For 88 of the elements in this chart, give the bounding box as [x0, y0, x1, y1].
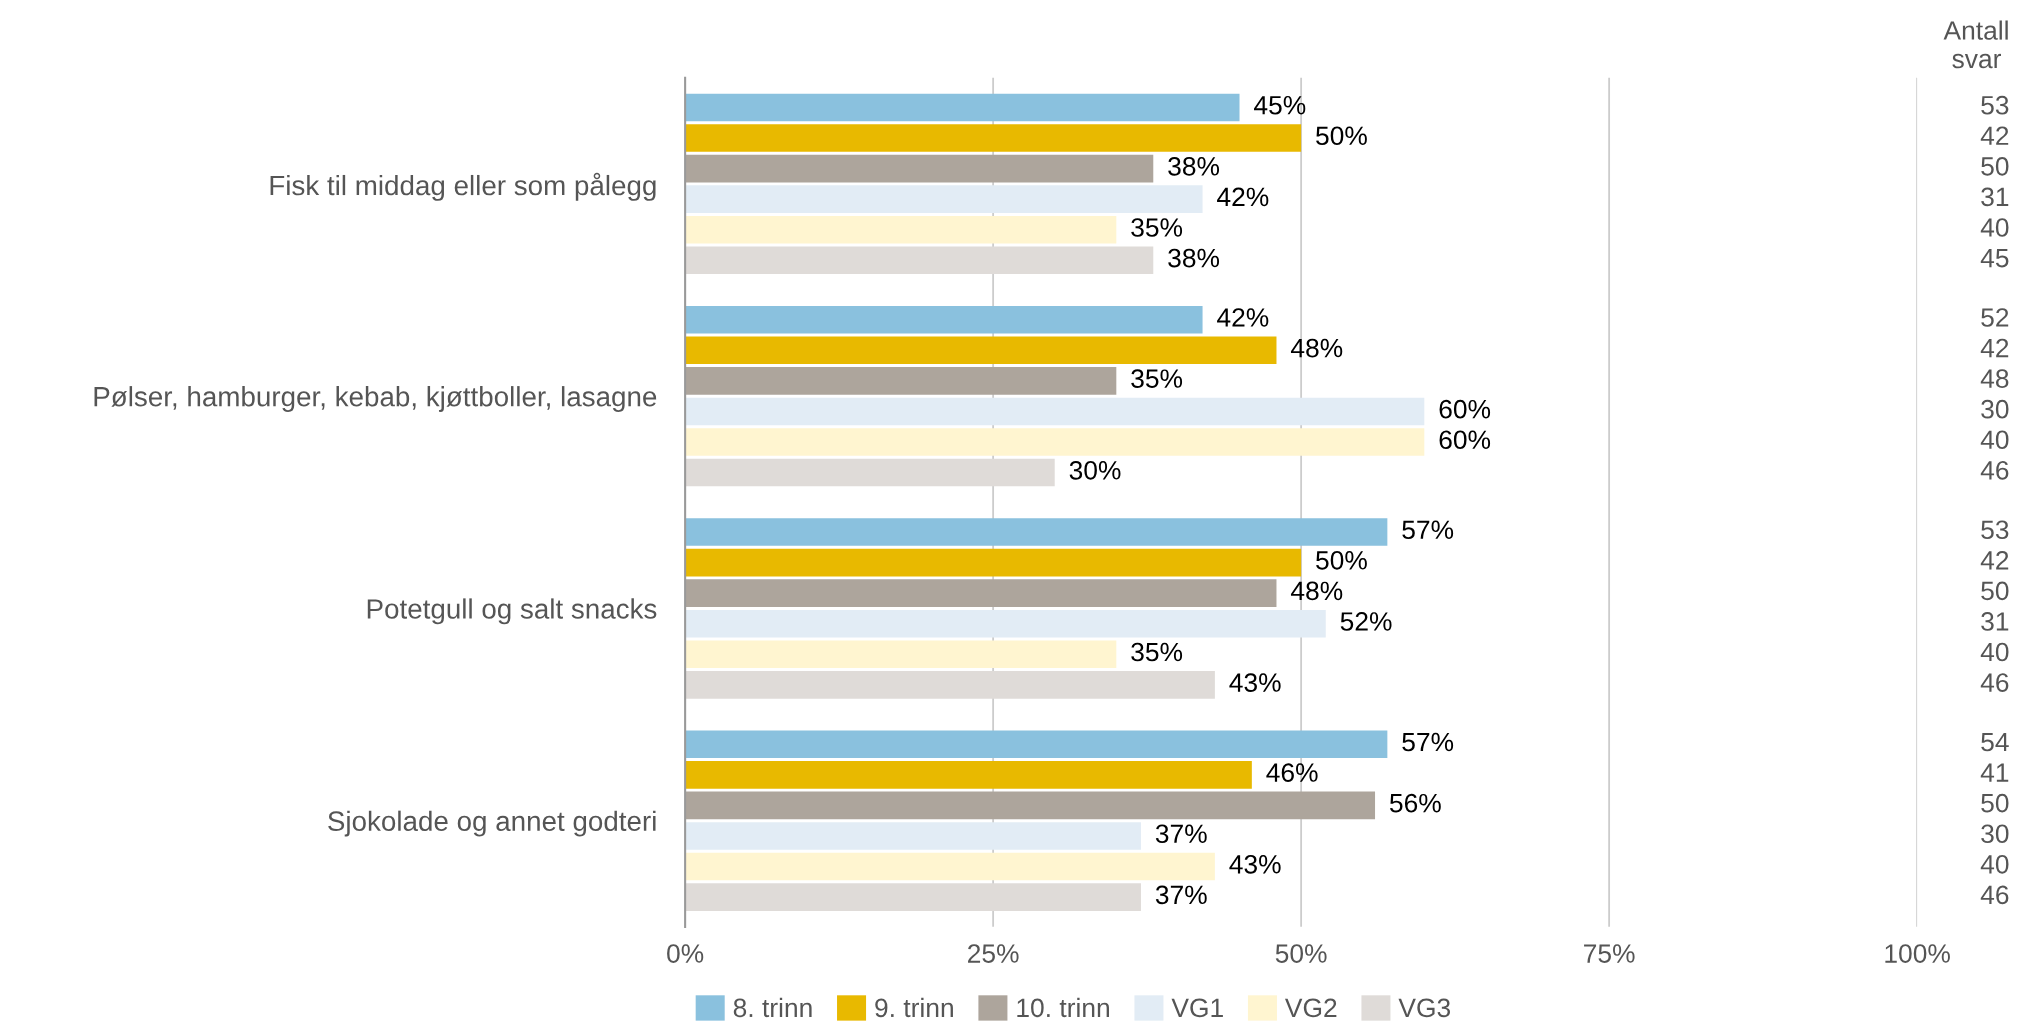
data-label: 35%: [1131, 369, 1183, 388]
bar: [685, 640, 1117, 669]
data-label: 37%: [1155, 885, 1207, 905]
bar: [685, 397, 1425, 426]
legend-label: VG2: [1284, 998, 1337, 1018]
text: 30: [1981, 399, 2009, 419]
bar: [685, 822, 1141, 850]
data-label: 38%: [1168, 248, 1220, 268]
text: 46: [1980, 460, 2009, 480]
text: 42: [1980, 338, 2009, 358]
text: 42: [1980, 126, 2009, 145]
data-label: 57%: [1402, 520, 1454, 540]
bar: [685, 215, 1117, 244]
text: 31: [1981, 187, 2009, 207]
text: 48: [1980, 369, 2009, 388]
bar: [685, 124, 1302, 152]
data-label: 48%: [1290, 581, 1343, 601]
data-label: 48%: [1290, 338, 1343, 358]
data-label: 45%: [1254, 95, 1306, 115]
data-label: 42%: [1217, 187, 1269, 207]
x-tick-label: 50%: [1275, 944, 1327, 963]
bar: [685, 305, 1203, 334]
bar: [685, 671, 1215, 699]
x-tick-label: 0%: [667, 944, 704, 963]
data-label: 43%: [1229, 673, 1281, 692]
bar: [685, 336, 1277, 365]
bar: [685, 93, 1240, 122]
bar: [685, 852, 1215, 881]
data-label: 37%: [1155, 824, 1207, 844]
x-tick-label: 75%: [1584, 944, 1635, 963]
y-tick-label: Sjokolade og annet godteri: [328, 810, 656, 837]
data-label: 42%: [1217, 308, 1269, 327]
bar: [685, 518, 1388, 546]
x-tick-label: 100%: [1885, 944, 1950, 963]
legend-label: VG3: [1398, 998, 1451, 1018]
bar: [685, 791, 1376, 820]
x-tick-label: 25%: [968, 944, 1019, 963]
text: 46: [1980, 673, 2009, 692]
data-label: 50%: [1316, 126, 1367, 146]
y-tick-label: Fisk til middag eller som pålegg: [270, 172, 656, 201]
text: 54: [1981, 732, 2009, 752]
data-label: 60%: [1439, 399, 1491, 419]
bar: [685, 246, 1154, 275]
data-label: 38%: [1168, 157, 1220, 176]
bar: [685, 609, 1326, 638]
text: 40: [1980, 642, 2009, 662]
legend-label: 9. trinn: [875, 997, 953, 1018]
text: 50: [1981, 581, 2009, 601]
data-label: 35%: [1131, 642, 1183, 662]
bar: [685, 579, 1277, 607]
data-label: 46%: [1266, 763, 1318, 782]
legend-label: VG1: [1171, 998, 1223, 1018]
y-tick-label: Potetgull og salt snacks: [367, 598, 657, 625]
bar: [685, 185, 1203, 213]
text: 40: [1980, 854, 2009, 874]
legend-label: 8. trinn: [733, 997, 812, 1018]
bar: [685, 761, 1252, 789]
bar: [685, 367, 1117, 395]
data-label: 57%: [1402, 732, 1454, 752]
data-label: 30%: [1069, 460, 1121, 480]
bar: [685, 154, 1154, 183]
bar: [685, 730, 1388, 759]
text: 45: [1980, 248, 2009, 268]
data-label: 52%: [1340, 612, 1392, 631]
bar: [685, 458, 1055, 487]
text: 31: [1981, 612, 2009, 631]
text: 40: [1980, 430, 2009, 450]
data-label: 43%: [1229, 854, 1281, 874]
text: 40: [1980, 218, 2009, 237]
data-label: 50%: [1316, 550, 1367, 570]
bar: [685, 548, 1302, 577]
text: 50: [1981, 157, 2009, 176]
data-label: 60%: [1439, 430, 1491, 450]
text: 46: [1980, 885, 2009, 905]
text: 50: [1981, 793, 2009, 813]
bar: [685, 428, 1425, 456]
y-tick-label: Pølser, hamburger, kebab, kjøttboller, lasagne: [94, 386, 657, 412]
data-label: 56%: [1389, 793, 1441, 813]
text: 42: [1980, 550, 2009, 570]
text: Antall svar: [1943, 20, 2008, 69]
legend-label: 10. trinn: [1017, 997, 1109, 1018]
text: 41: [1980, 763, 2009, 782]
bar: [685, 883, 1141, 911]
text: 30: [1981, 824, 2009, 844]
data-label: 35%: [1131, 218, 1183, 237]
text: 53: [1981, 520, 2009, 540]
text: 52: [1981, 308, 2009, 327]
text: 53: [1981, 95, 2009, 115]
